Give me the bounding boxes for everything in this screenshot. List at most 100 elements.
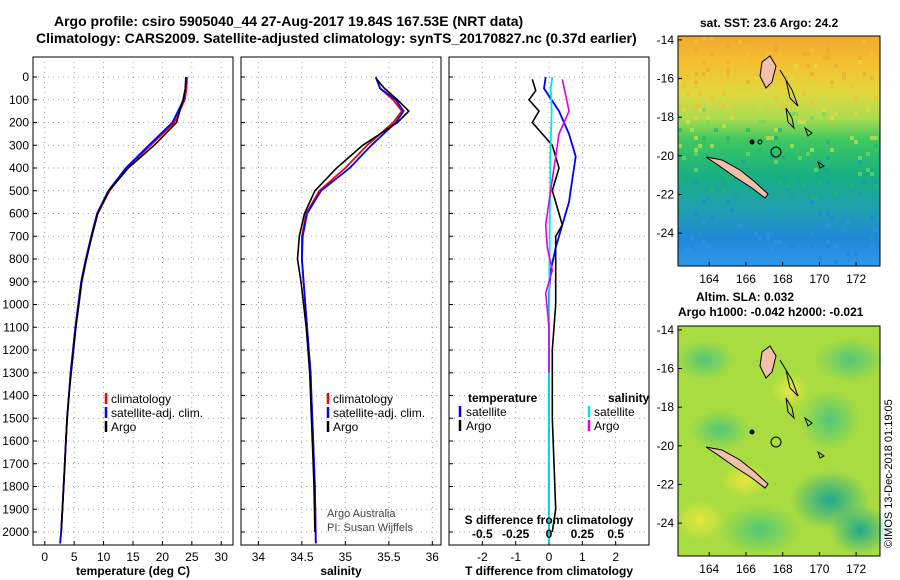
sst-pixel bbox=[826, 168, 830, 172]
sst-pixel bbox=[830, 80, 834, 84]
sst-pixel bbox=[770, 200, 774, 204]
sst-pixel bbox=[678, 256, 682, 260]
difference-top-xtick-label: -0.5 bbox=[472, 527, 493, 541]
sst-pixel bbox=[706, 68, 710, 72]
sst-pixel bbox=[726, 104, 730, 108]
sst-pixel bbox=[774, 96, 778, 100]
temperature-legend-argo: Argo bbox=[111, 420, 137, 434]
sst-pixel bbox=[678, 84, 682, 88]
sst-pixel bbox=[778, 240, 782, 244]
sst-pixel bbox=[774, 136, 778, 140]
difference-panel: -2 -1 0 1 2T difference from climatology bbox=[448, 56, 650, 578]
sst-pixel bbox=[722, 124, 726, 128]
sla-map-xtick-label: 164 bbox=[699, 562, 719, 576]
depth-tick-label: 1200 bbox=[2, 343, 29, 357]
temperature-legend-satellite: satellite-adj. clim. bbox=[111, 406, 203, 420]
sst-map-title: sat. SST: 23.6 Argo: 24.2 bbox=[700, 16, 839, 30]
sst-pixel bbox=[854, 140, 858, 144]
sst-pixel bbox=[678, 116, 682, 120]
sst-pixel bbox=[830, 216, 834, 220]
sst-pixel bbox=[822, 56, 826, 60]
sst-pixel bbox=[694, 200, 698, 204]
sst-pixel bbox=[702, 36, 706, 40]
temperature-xtick-label: 25 bbox=[185, 550, 199, 564]
sst-pixel bbox=[858, 56, 862, 60]
depth-tick-label: 200 bbox=[9, 116, 29, 130]
sst-pixel bbox=[858, 60, 862, 64]
sst-pixel bbox=[710, 52, 714, 56]
sst-pixel bbox=[866, 36, 870, 40]
difference-legend-sal-satellite: satellite bbox=[594, 405, 635, 419]
sst-pixel bbox=[686, 120, 690, 124]
sst-pixel bbox=[826, 56, 830, 60]
difference-xtick-label: 1 bbox=[579, 550, 586, 564]
sst-map-ytick-label: -24 bbox=[657, 226, 675, 240]
sst-pixel bbox=[798, 156, 802, 160]
sst-pixel bbox=[722, 100, 726, 104]
depth-tick-label: 300 bbox=[9, 138, 29, 152]
sst-pixel bbox=[746, 152, 750, 156]
sst-pixel bbox=[862, 40, 866, 44]
sst-pixel bbox=[826, 40, 830, 44]
sst-pixel bbox=[834, 64, 838, 68]
difference-legend-title-temperature: temperature bbox=[468, 391, 538, 405]
sla-argo-marker bbox=[749, 429, 755, 435]
sla-map-ytick-label: -24 bbox=[657, 516, 675, 530]
sst-pixel bbox=[754, 76, 758, 80]
salinity-series-argo bbox=[296, 78, 410, 533]
sst-pixel bbox=[698, 108, 702, 112]
sst-map-ytick-label: -20 bbox=[657, 149, 675, 163]
sst-pixel bbox=[854, 252, 858, 256]
salinity-legend-climatology: climatology bbox=[333, 392, 393, 406]
sst-pixel bbox=[866, 168, 870, 172]
sst-pixel bbox=[710, 144, 714, 148]
sst-map-xtick-label: 170 bbox=[809, 272, 829, 286]
depth-tick-label: 600 bbox=[9, 207, 29, 221]
sst-pixel bbox=[726, 124, 730, 128]
sst-pixel bbox=[698, 104, 702, 108]
sst-pixel bbox=[806, 52, 810, 56]
depth-tick-label: 400 bbox=[9, 161, 29, 175]
sst-pixel bbox=[694, 48, 698, 52]
sst-pixel bbox=[810, 116, 814, 120]
sst-pixel bbox=[822, 108, 826, 112]
sst-pixel bbox=[742, 160, 746, 164]
sst-pixel bbox=[738, 224, 742, 228]
sst-pixel bbox=[814, 64, 818, 68]
salinity-legend-argo: Argo bbox=[333, 420, 359, 434]
sst-pixel bbox=[746, 88, 750, 92]
sst-pixel bbox=[726, 68, 730, 72]
sst-pixel bbox=[694, 116, 698, 120]
sst-pixel bbox=[698, 232, 702, 236]
temperature-xtick-label: 15 bbox=[126, 550, 140, 564]
salinity-xtick-label: 35.5 bbox=[377, 550, 401, 564]
sst-pixel bbox=[722, 188, 726, 192]
sst-pixel bbox=[770, 136, 774, 140]
sst-pixel bbox=[690, 244, 694, 248]
sst-pixel bbox=[810, 252, 814, 256]
sst-pixel bbox=[702, 108, 706, 112]
sst-pixel bbox=[802, 92, 806, 96]
sst-pixel bbox=[862, 72, 866, 76]
sst-pixel bbox=[770, 92, 774, 96]
sst-map-field bbox=[678, 36, 880, 266]
difference-top-xtick-label: 0 bbox=[546, 527, 553, 541]
sst-map-xtick-label: 166 bbox=[736, 272, 756, 286]
difference-top-xtick-label: -0.25 bbox=[502, 527, 530, 541]
depth-tick-label: 1100 bbox=[3, 320, 29, 334]
temperature-series-argo bbox=[60, 79, 187, 533]
sst-pixel bbox=[854, 112, 858, 116]
sst-pixel bbox=[826, 224, 830, 228]
sst-pixel bbox=[690, 236, 694, 240]
sst-pixel bbox=[874, 184, 878, 188]
sst-pixel bbox=[834, 96, 838, 100]
sst-pixel bbox=[762, 120, 766, 124]
sst-pixel bbox=[694, 72, 698, 76]
sst-map-xtick-label: 164 bbox=[699, 272, 719, 286]
salinity-series-satellite-adj-clim- bbox=[300, 76, 405, 544]
difference-xtick-label: 0 bbox=[546, 550, 553, 564]
sst-pixel bbox=[790, 84, 794, 88]
sst-pixel bbox=[758, 148, 762, 152]
difference-xtick-label: 2 bbox=[612, 550, 619, 564]
sst-pixel bbox=[790, 76, 794, 80]
